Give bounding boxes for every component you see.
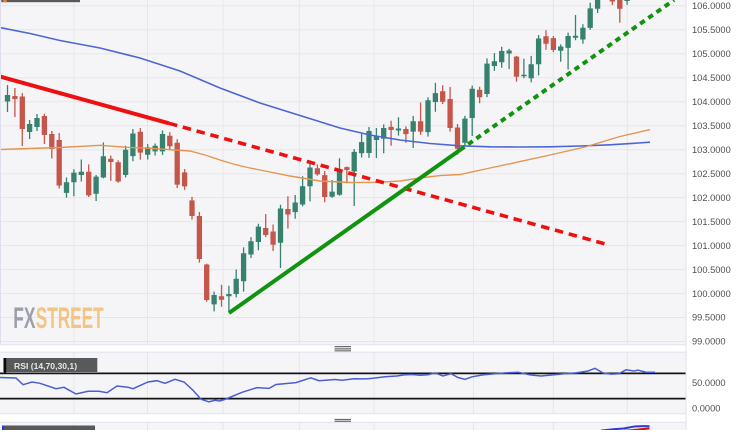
svg-text:104.0000: 104.0000 bbox=[692, 97, 731, 107]
svg-text:105.5000: 105.5000 bbox=[692, 25, 731, 35]
svg-text:102.5000: 102.5000 bbox=[692, 169, 731, 179]
svg-text:101.0000: 101.0000 bbox=[692, 241, 731, 251]
svg-text:99.5000: 99.5000 bbox=[692, 313, 726, 323]
svg-text:STREET: STREET bbox=[36, 302, 104, 335]
svg-text:104.5000: 104.5000 bbox=[692, 73, 731, 83]
svg-text:105.0000: 105.0000 bbox=[692, 49, 731, 59]
svg-text:103.0000: 103.0000 bbox=[692, 145, 731, 155]
svg-text:102.0000: 102.0000 bbox=[692, 193, 731, 203]
svg-text:0.0000: 0.0000 bbox=[692, 404, 720, 414]
svg-text:106.0000: 106.0000 bbox=[692, 1, 731, 11]
svg-text:50.0000: 50.0000 bbox=[692, 378, 726, 388]
svg-text:RSI (14,70,30,1): RSI (14,70,30,1) bbox=[14, 361, 77, 371]
svg-text:FX: FX bbox=[13, 302, 35, 335]
svg-text:100.5000: 100.5000 bbox=[692, 265, 731, 275]
svg-text:100.0000: 100.0000 bbox=[692, 289, 731, 299]
svg-text:99.0000: 99.0000 bbox=[692, 337, 726, 347]
svg-text:103.5000: 103.5000 bbox=[692, 121, 731, 131]
svg-text:101.5000: 101.5000 bbox=[692, 217, 731, 227]
